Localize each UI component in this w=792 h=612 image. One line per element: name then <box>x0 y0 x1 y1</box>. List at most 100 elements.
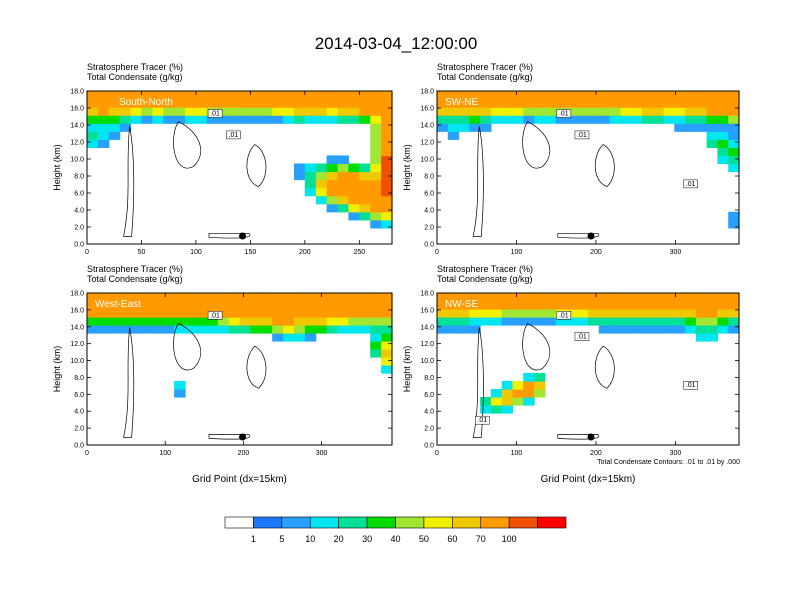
heatmap-cell <box>337 309 350 318</box>
heatmap-cell <box>717 309 729 318</box>
heatmap-cell <box>501 293 514 302</box>
heatmap-cell <box>566 91 578 100</box>
heatmap-cell <box>348 187 360 197</box>
heatmap-cell <box>501 115 514 124</box>
contour-label-box <box>574 130 590 140</box>
heatmap-cell <box>348 99 360 108</box>
heatmap-cell <box>695 317 708 326</box>
panel-header-line2: Total Condensate (g/kg) <box>437 72 533 82</box>
heatmap-cell <box>717 301 729 310</box>
heatmap-cell <box>206 91 219 100</box>
y-tick-label: 14.0 <box>420 123 434 130</box>
heatmap-cells <box>437 293 740 414</box>
colorbar-label: 70 <box>476 534 486 544</box>
heatmap-cell <box>261 99 273 108</box>
heatmap-cell <box>370 341 382 350</box>
heatmap-cell <box>381 91 393 100</box>
panel-west-east: Stratosphere Tracer (%)Total Condensate … <box>52 264 393 485</box>
heatmap-cell <box>141 325 153 334</box>
heatmap-cell <box>381 317 393 326</box>
heatmap-cell <box>87 91 99 100</box>
panel-direction-label: South-North <box>119 97 173 108</box>
heatmap-cell <box>534 107 546 116</box>
heatmap-cell <box>437 123 449 132</box>
heatmap-cell <box>674 107 686 116</box>
heatmap-cell <box>370 131 382 140</box>
y-tick-label: 8.0 <box>74 375 84 382</box>
heatmap-cell <box>141 293 153 302</box>
heatmap-cell <box>228 91 241 100</box>
heatmap-cell <box>130 301 143 310</box>
heatmap-cell <box>97 91 110 100</box>
heatmap-cell <box>534 389 546 398</box>
y-axis-label: Height (km) <box>52 144 62 191</box>
heatmap-cell <box>706 139 719 148</box>
heatmap-cell <box>685 107 697 116</box>
heatmap-cell <box>480 91 492 100</box>
heatmap-cell <box>272 301 284 310</box>
heatmap-cell <box>447 107 460 116</box>
heatmap-cell <box>272 309 284 318</box>
heatmap-cell <box>97 325 110 334</box>
heatmap-cell <box>250 309 262 318</box>
heatmap-cell <box>326 155 339 165</box>
heatmap-cell <box>97 115 110 124</box>
x-tick-label: 200 <box>299 249 311 256</box>
heatmap-cell <box>370 115 382 124</box>
heatmap-cell <box>501 301 514 310</box>
colorbar-swatch <box>224 516 254 529</box>
heatmap-cell <box>641 107 654 116</box>
heatmap-cell <box>130 293 143 302</box>
heatmap-cell <box>250 325 262 334</box>
heatmap-cell <box>620 301 632 310</box>
heatmap-cell <box>480 397 492 406</box>
heatmap-cell <box>217 309 230 318</box>
heatmap-cell <box>663 293 675 302</box>
heatmap-cell <box>272 99 284 108</box>
heatmap-cell <box>480 293 492 302</box>
heatmap-cell <box>501 309 514 318</box>
heatmap-cell <box>119 91 132 100</box>
colorbar-swatch <box>423 516 453 529</box>
heatmap-cell <box>370 219 382 229</box>
heatmap-cell <box>337 171 350 181</box>
y-axis-label: Height (km) <box>52 346 62 393</box>
heatmap-cell <box>480 317 492 326</box>
heatmap-cell <box>141 317 153 326</box>
heatmap-cell <box>577 99 589 108</box>
heatmap-cell <box>447 99 460 108</box>
heatmap-cell <box>652 293 665 302</box>
heatmap-cell <box>250 115 262 124</box>
y-tick-label: 2.0 <box>424 426 434 433</box>
heatmap-cell <box>87 107 99 116</box>
contour-label-box <box>556 311 572 320</box>
heatmap-cell <box>195 107 208 116</box>
heatmap-cell <box>588 309 600 318</box>
heatmap-cell <box>555 99 568 108</box>
heatmap-cell <box>326 187 339 197</box>
heatmap-cell <box>706 325 719 334</box>
heatmap-cell <box>577 293 589 302</box>
heatmap-cell <box>250 293 262 302</box>
heatmap-cell <box>469 91 481 100</box>
heatmap-cell <box>326 301 339 310</box>
heatmap-cell <box>706 123 719 132</box>
heatmap-cell <box>685 123 697 132</box>
heatmap-cell <box>163 107 175 116</box>
heatmap-cell <box>250 317 262 326</box>
x-tick-label: 300 <box>316 450 328 457</box>
heatmap-cell <box>370 325 382 334</box>
heatmap-cell <box>685 309 697 318</box>
heatmap-cell <box>108 131 121 140</box>
x-tick-label: 250 <box>353 249 365 256</box>
heatmap-cell <box>717 107 729 116</box>
heatmap-cell <box>598 309 611 318</box>
heatmap-cell <box>315 99 328 108</box>
panel-header-line2: Total Condensate (g/kg) <box>87 274 183 284</box>
contour-label: .01 <box>559 312 569 319</box>
heatmap-cell <box>501 397 514 406</box>
heatmap-cell <box>283 309 295 318</box>
heatmap-cell <box>293 107 306 116</box>
heatmap-cell <box>130 107 143 116</box>
heatmap-cell <box>304 99 317 108</box>
